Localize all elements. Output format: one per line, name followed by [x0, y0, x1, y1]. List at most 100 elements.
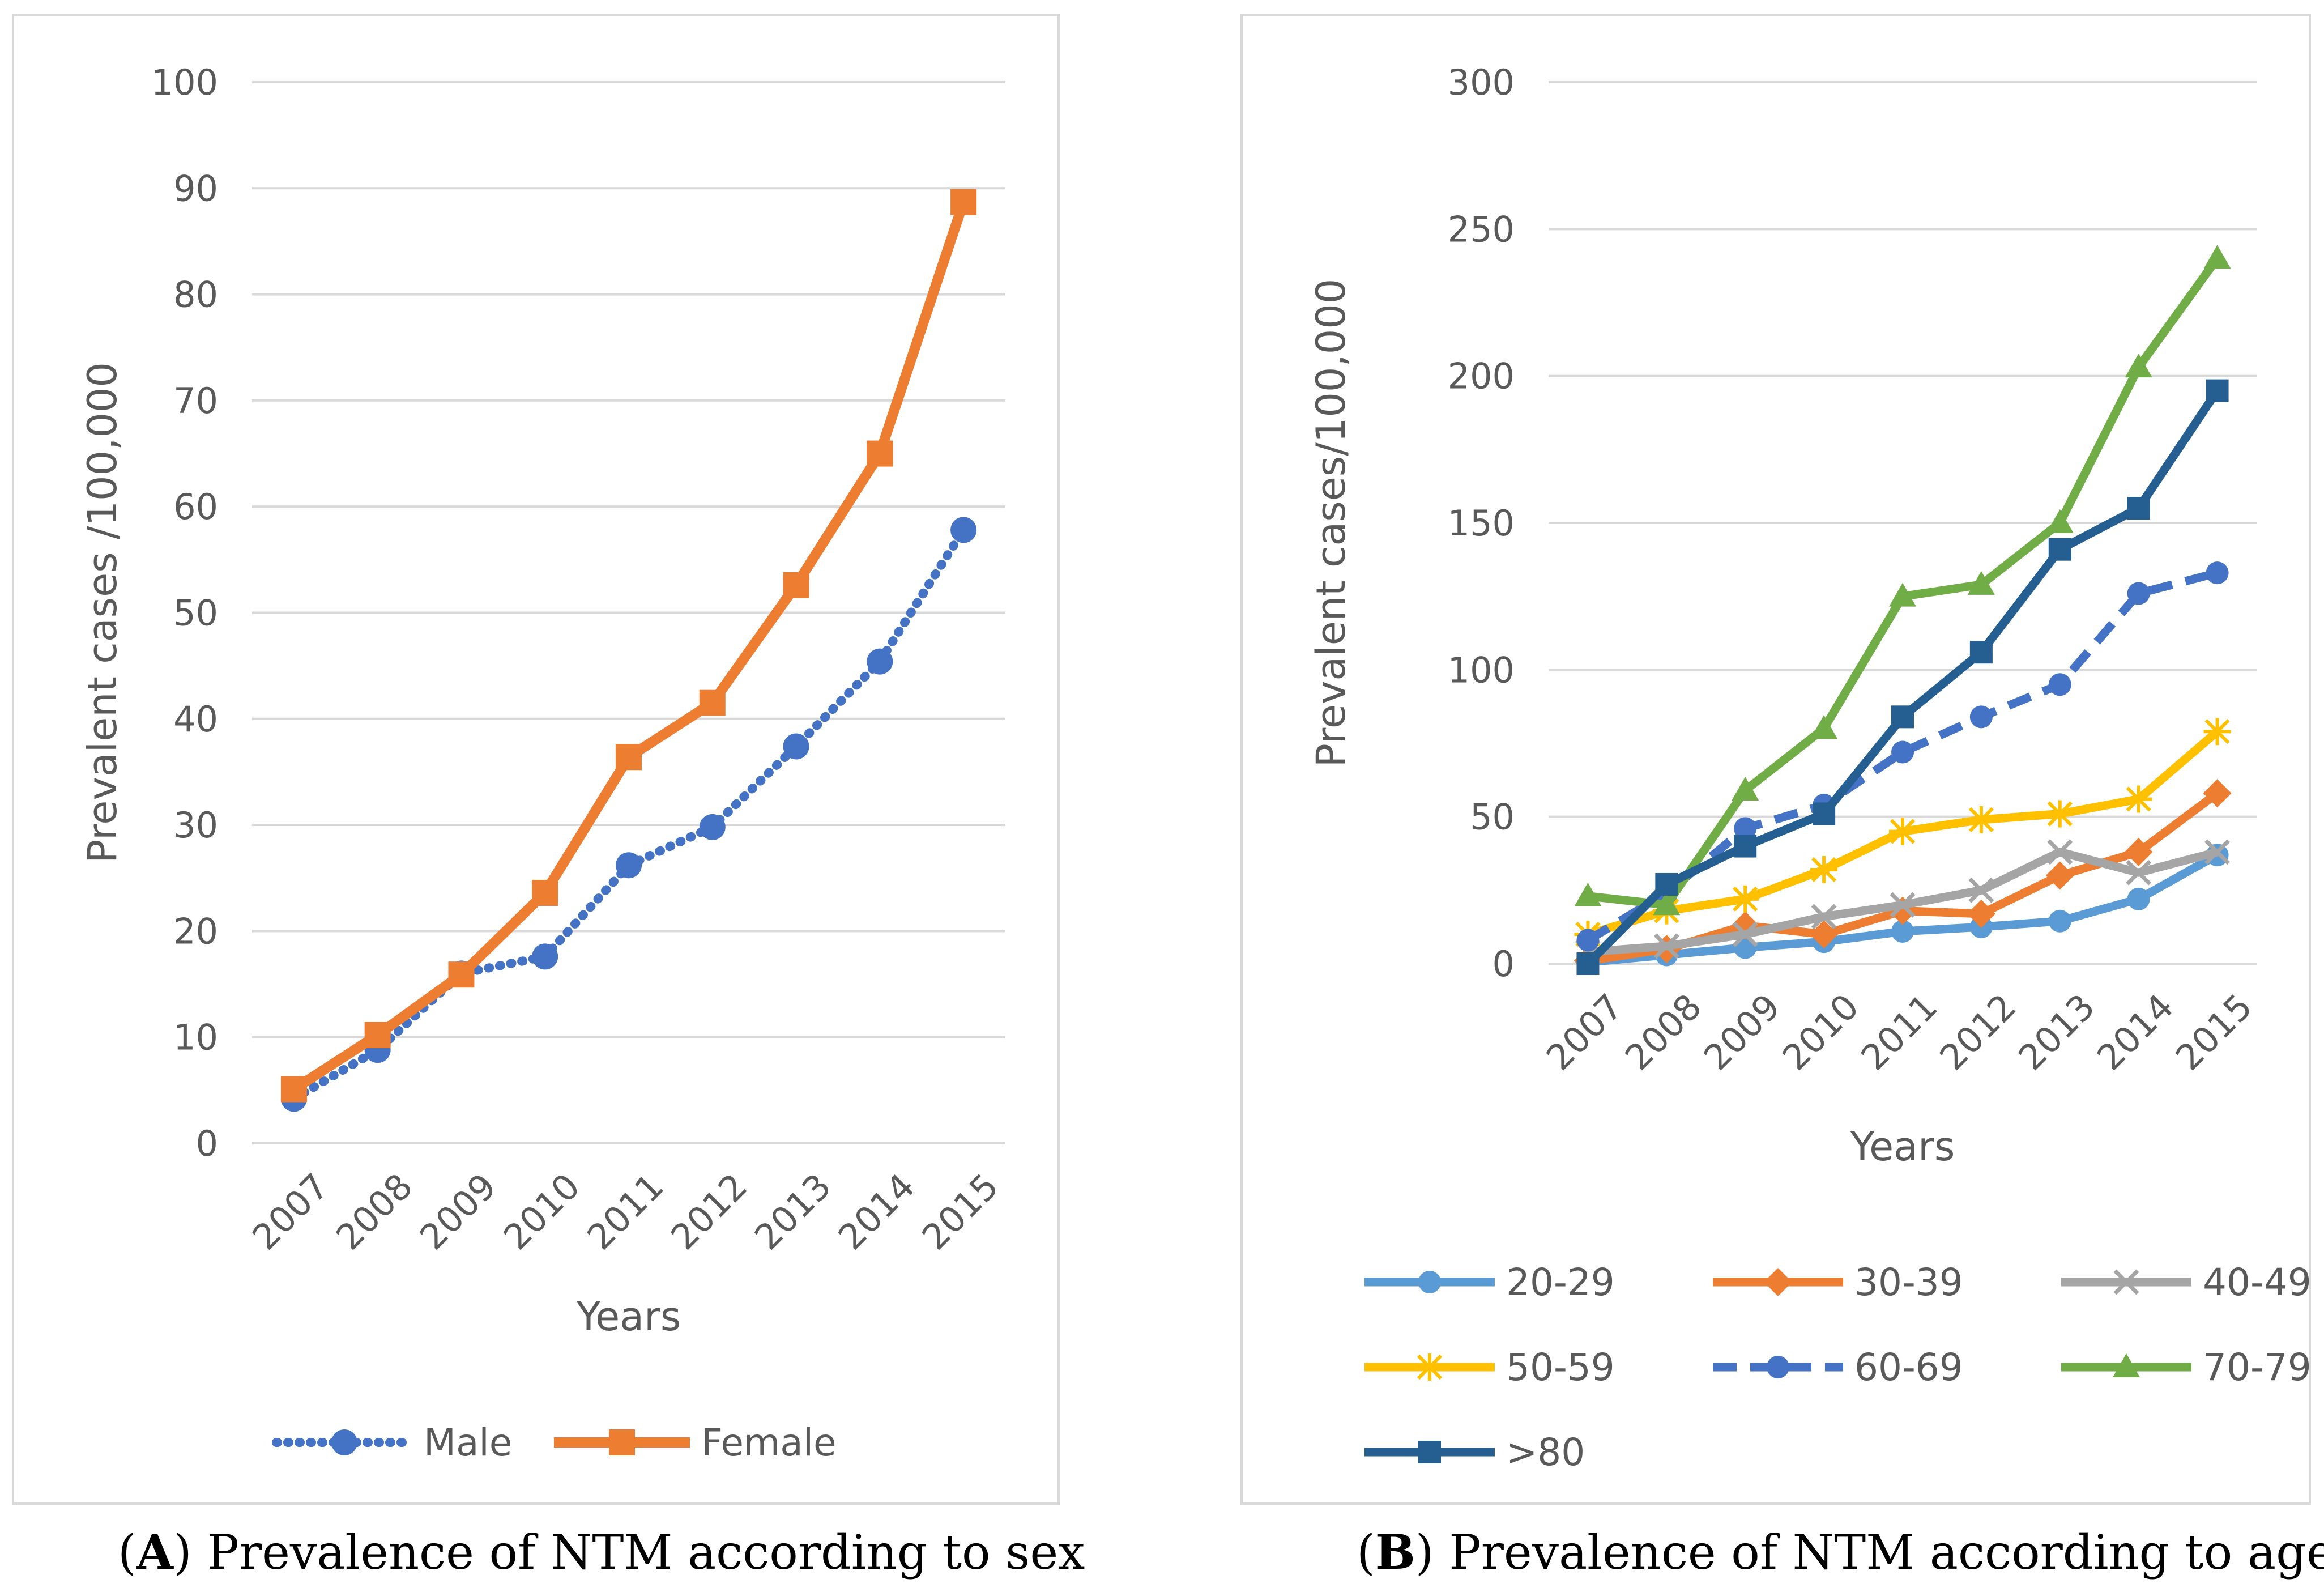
- chart-a-y-tick-label: 50: [173, 593, 218, 634]
- chart-b-point-40-49: [2126, 859, 2152, 886]
- chart-b-legend-marker: [2113, 1269, 2139, 1295]
- chart-b-point-60-69: [2048, 673, 2071, 696]
- chart-a-point-female: [364, 1021, 391, 1048]
- chart-b-legend-marker: [1418, 1441, 1441, 1463]
- chart-b-x-tick-label: 2012: [1931, 986, 2024, 1078]
- chart-b-legend-item-70-79: 70-79: [2061, 1346, 2312, 1389]
- chart-b-legend-marker: [1764, 1268, 1792, 1296]
- chart-b-x-tick-label: 2011: [1853, 986, 1945, 1078]
- chart-b-plot: 0501001502002503002007200820092010201120…: [1308, 62, 2260, 1170]
- chart-b-point-70-79: [1889, 582, 1916, 607]
- chart-a-plot: 0102030405060708090100200720082009201020…: [79, 62, 1007, 1340]
- chart-b-point-60-69: [1969, 705, 1993, 729]
- chart-b-legend-label: 50-59: [1506, 1346, 1615, 1389]
- chart-b-point-40-49: [2204, 839, 2231, 865]
- chart-b-x-tick-label: 2014: [2089, 986, 2181, 1078]
- caption-a: (A) Prevalence of NTM according to sex: [118, 1524, 1085, 1580]
- chart-b-legend-item-40-49: 40-49: [2061, 1261, 2312, 1304]
- chart-a-y-axis-title: Prevalent cases /100,000: [79, 362, 126, 863]
- chart-b-x-tick-label: 2013: [2010, 986, 2103, 1078]
- chart-a-x-tick-label: 2013: [747, 1165, 839, 1258]
- chart-b-legend-label: >80: [1506, 1431, 1585, 1474]
- chart-b-point-20-29: [2048, 909, 2071, 933]
- chart-b-point-80: [2127, 497, 2150, 520]
- caption-b-label: B: [1375, 1524, 1415, 1580]
- chart-panel-b: 0 50 100 150 200 250 300 2007 2008 2009 2010 2011 20…: [1240, 14, 2312, 1505]
- chart-b-point-50-59: [1967, 806, 1995, 833]
- chart-b-legend-label: 70-79: [2203, 1346, 2312, 1389]
- chart-b-y-tick-label: 50: [1470, 797, 1515, 838]
- chart-b-x-tick-label: 2010: [1775, 986, 1867, 1078]
- chart-b-point-60-69: [2127, 582, 2150, 605]
- chart-a-point-male: [699, 814, 726, 840]
- chart-b-point-80: [1969, 641, 1993, 664]
- chart-b-point-70-79: [1653, 891, 1681, 916]
- chart-a-x-tick-label: 2010: [496, 1165, 588, 1258]
- chart-a-y-tick-label: 70: [173, 380, 218, 422]
- chart-b-series-40-49: [1575, 839, 2231, 965]
- chart-b-legend-marker: [1416, 1353, 1443, 1381]
- chart-a-x-tick-label: 2012: [663, 1165, 755, 1258]
- chart-b-line-80: [1585, 388, 2221, 967]
- caption-b: (B) Prevalence of NTM according to age: [1357, 1524, 2324, 1580]
- chart-b-point-40-49: [2047, 839, 2073, 865]
- caption-b-text: ) Prevalence of NTM according to age: [1415, 1525, 2324, 1580]
- chart-b-y-tick-label: 100: [1448, 649, 1515, 691]
- chart-b-point-30-39: [1967, 899, 1995, 928]
- chart-b-point-30-39: [1810, 920, 1839, 949]
- chart-b-point-40-49: [1811, 904, 1837, 930]
- chart-b-legend-marker: [1767, 1356, 1789, 1378]
- chart-b-point-40-49: [1968, 877, 1994, 903]
- chart-a-legend-marker: [609, 1429, 635, 1455]
- chart-a-point-male: [616, 852, 642, 879]
- chart-a-point-female: [783, 572, 809, 598]
- chart-b-legend-marker: [1418, 1271, 1441, 1293]
- chart-a-point-female: [280, 1076, 307, 1103]
- chart-b-point-80: [2206, 379, 2229, 402]
- chart-b-point-60-69: [1576, 929, 1600, 952]
- chart-b-point-50-59: [2203, 718, 2231, 746]
- chart-b-point-70-79: [2046, 509, 2074, 533]
- chart-a-line-male: [289, 525, 969, 1104]
- chart-a-y-tick-label: 0: [196, 1123, 218, 1164]
- chart-b-point-50-59: [2125, 785, 2152, 813]
- chart-b-point-70-79: [1732, 776, 1759, 801]
- chart-b-point-50-59: [1810, 856, 1838, 884]
- chart-b-legend-item-20-29: 20-29: [1364, 1261, 1615, 1304]
- chart-a-legend-label: Male: [424, 1421, 512, 1465]
- chart-a-point-male: [867, 648, 893, 675]
- chart-a-legend-marker: [331, 1429, 357, 1455]
- chart-b-point-70-79: [1810, 715, 1838, 739]
- chart-a-y-tick-label: 20: [173, 910, 218, 952]
- chart-a-y-tick-label: 30: [173, 804, 218, 846]
- chart-b-legend: 20-29 30-39 40-49 50-59 60-69 70-79 >80: [1364, 1261, 2312, 1474]
- chart-b-point-80: [1576, 952, 1600, 975]
- chart-b-point-20-29: [1891, 920, 1914, 943]
- chart-b-x-axis-title: Years: [1850, 1123, 1955, 1170]
- chart-b-point-50-59: [1889, 818, 1916, 845]
- chart-a-svg: 0102030405060708090100200720082009201020…: [79, 62, 1007, 1465]
- chart-a-series-female: [280, 189, 977, 1103]
- chart-b-legend-label: 40-49: [2203, 1261, 2312, 1304]
- chart-b-legend-label: 20-29: [1506, 1261, 1615, 1304]
- chart-b-y-tick-label: 300: [1448, 62, 1515, 103]
- chart-b-point-50-59: [2046, 800, 2074, 828]
- chart-a-legend: Male Female: [272, 1421, 837, 1465]
- chart-b-y-tick-label: 0: [1493, 943, 1515, 985]
- chart-b-legend-marker: [2113, 1353, 2140, 1377]
- chart-a-line-female: [291, 200, 969, 1094]
- chart-b-line-70-79: [1587, 256, 2221, 909]
- chart-a-legend-item-male: Male: [272, 1421, 512, 1465]
- chart-b-y-axis-title: Prevalent cases/100,000: [1308, 279, 1354, 768]
- chart-b-point-80: [2048, 538, 2071, 561]
- chart-b-point-20-29: [2127, 887, 2150, 910]
- chart-b-legend-label: 30-39: [1854, 1261, 1963, 1304]
- chart-a-point-female: [699, 689, 726, 716]
- chart-a-point-female: [867, 440, 893, 467]
- chart-b-point-40-49: [1732, 921, 1758, 947]
- chart-b-legend-item-30-39: 30-39: [1713, 1261, 1963, 1304]
- chart-a-x-axis-title: Years: [576, 1293, 681, 1340]
- chart-b-point-50-59: [1732, 885, 1759, 913]
- chart-b-y-tick-label: 200: [1448, 356, 1515, 397]
- chart-b-series-70-79: [1574, 245, 2231, 916]
